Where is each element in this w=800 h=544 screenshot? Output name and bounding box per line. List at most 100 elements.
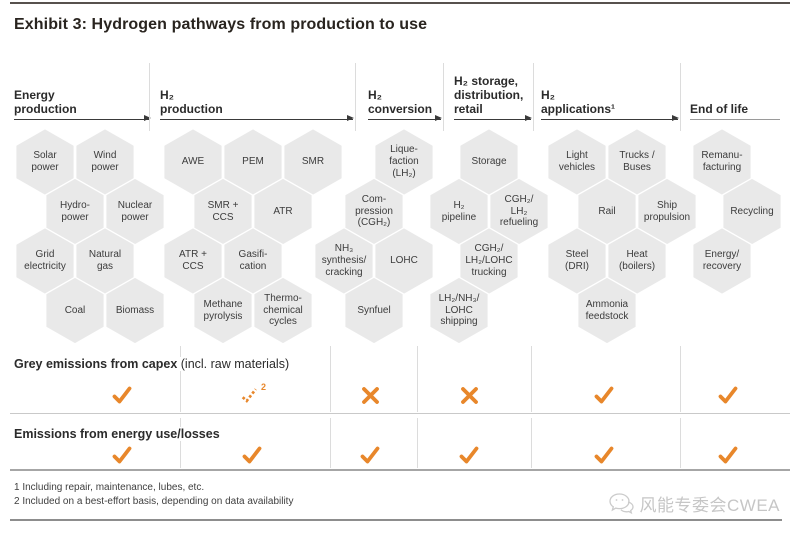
column-header-h2-storage-distribution-retail: H₂ storage, distribution, retail — [454, 62, 532, 122]
check-icon — [590, 444, 618, 466]
hex-label: SMR + CCS — [207, 199, 239, 223]
check-icon — [714, 444, 742, 466]
hex-tile: ATR — [253, 177, 313, 246]
column-divider-line — [149, 63, 150, 131]
column-divider-line — [180, 418, 181, 468]
hex-label: Wind power — [91, 150, 119, 173]
hex-label: ATR — [273, 205, 293, 217]
column-header-label: End of life — [690, 101, 748, 116]
energy-use-emissions-label-bold: Emissions from energy use/losses — [14, 427, 220, 441]
check-icon — [108, 384, 136, 406]
column-divider-line — [680, 63, 681, 131]
column-divider-line — [355, 63, 356, 131]
hex-label: Hydro- power — [59, 199, 90, 223]
column-header-h2-applications: H₂ applications¹ — [541, 62, 679, 122]
hex-label: Synfuel — [357, 304, 391, 316]
column-divider-line — [417, 346, 418, 412]
hex-tile: Ammonia feedstock — [577, 276, 637, 345]
hex-label: AWE — [181, 156, 205, 168]
hex-label: Rail — [598, 205, 616, 217]
energy-use-emissions-label: Emissions from energy use/losses — [14, 427, 226, 441]
hex-label: Remanu- facturing — [701, 150, 743, 173]
hex-label: CGH₂/ LH₂/LOHC trucking — [465, 243, 513, 278]
separator-rule — [10, 413, 790, 414]
arrow-right-icon — [160, 115, 354, 122]
hex-label: ATR + CCS — [179, 249, 207, 272]
hex-label: Steel (DRI) — [565, 249, 589, 272]
hex-label: Natural gas — [88, 249, 122, 272]
hex-label: SMR — [301, 156, 325, 168]
hex-tile: Synfuel — [344, 276, 404, 345]
arrow-right-icon — [541, 115, 679, 122]
check-icon — [455, 444, 483, 466]
column-divider-line — [417, 418, 418, 468]
hex-label: LH₂/NH₃/ LOHC shipping — [438, 292, 480, 328]
column-header-h2-production: H₂ production — [160, 62, 354, 122]
footnote-1: 1 Including repair, maintenance, lubes, … — [14, 482, 205, 493]
page-title: Exhibit 3: Hydrogen pathways from produc… — [14, 16, 428, 33]
partial-check-icon: 2 — [238, 382, 266, 406]
hex-label: Nuclear power — [117, 199, 153, 223]
separator-rule — [10, 469, 790, 471]
grey-emissions-label-bold: Grey emissions from capex — [14, 357, 178, 371]
watermark: 风能专委会CWEA — [608, 491, 781, 516]
hex-label: Grid electricity — [24, 249, 66, 272]
hex-label: Methane pyrolysis — [203, 298, 243, 322]
column-header-label: H₂ conversion — [368, 87, 433, 116]
arrow-right-icon — [14, 115, 151, 122]
check-icon — [108, 444, 136, 466]
hex-label: Recycling — [730, 205, 774, 217]
column-header-energy-production: Energy production — [14, 62, 151, 122]
hex-label: Thermo- chemical cycles — [263, 292, 303, 328]
watermark-text: 风能专委会CWEA — [639, 496, 780, 515]
cross-icon — [356, 384, 384, 406]
column-header-label: H₂ production — [160, 87, 223, 116]
column-header-h2-conversion: H₂ conversion — [368, 62, 442, 122]
hex-label: Storage — [471, 156, 507, 168]
hex-label: H₂ pipeline — [441, 199, 477, 223]
hex-label: NH₃ synthesis/ cracking — [321, 243, 367, 278]
column-divider-line — [443, 63, 444, 131]
arrow-right-icon — [454, 115, 532, 122]
footnote-2: 2 Included on a best-effort basis, depen… — [14, 496, 294, 507]
hex-tile: Thermo- chemical cycles — [253, 276, 313, 345]
column-divider-line — [330, 418, 331, 468]
header-underline — [690, 119, 780, 120]
column-divider-line — [180, 346, 181, 412]
hex-label: Energy/ recovery — [702, 249, 742, 272]
bottom-rule — [10, 519, 782, 521]
arrow-right-icon — [368, 115, 442, 122]
hex-label: CGH₂/ LH₂ refueling — [499, 193, 539, 229]
hex-tile: Methane pyrolysis — [193, 276, 253, 345]
hex-label: Heat (boilers) — [618, 249, 656, 272]
column-header-label: H₂ storage, distribution, retail — [454, 73, 524, 116]
hex-label: Solar power — [31, 150, 59, 173]
column-header-end-of-life: End of life — [690, 62, 780, 120]
check-icon — [356, 444, 384, 466]
top-rule — [10, 2, 790, 4]
column-divider-line — [680, 418, 681, 468]
hex-label: Trucks / Buses — [619, 150, 655, 173]
cross-icon — [455, 384, 483, 406]
check-icon — [714, 384, 742, 406]
grey-emissions-label: Grey emissions from capex (incl. raw mat… — [14, 357, 296, 371]
hex-tile: LH₂/NH₃/ LOHC shipping — [429, 276, 489, 345]
hex-label: LOHC — [390, 255, 418, 267]
hex-label: Biomass — [115, 304, 155, 316]
check-icon — [590, 384, 618, 406]
hex-label: Lique- faction (LH₂) — [389, 144, 419, 179]
column-header-label: H₂ applications¹ — [541, 87, 616, 116]
grey-emissions-label-note: (incl. raw materials) — [177, 357, 290, 371]
column-header-label: Energy production — [14, 87, 77, 116]
wechat-icon — [608, 493, 634, 515]
footnote-ref-superscript: 2 — [260, 382, 266, 392]
hex-label: PEM — [242, 156, 264, 168]
hex-label: Coal — [64, 304, 86, 316]
column-divider-line — [330, 346, 331, 412]
column-divider-line — [680, 346, 681, 412]
hex-tile: Coal — [45, 276, 105, 345]
check-icon — [238, 444, 266, 466]
hex-label: Gasifi- cation — [238, 249, 268, 272]
hex-label: Ammonia feedstock — [585, 298, 629, 322]
